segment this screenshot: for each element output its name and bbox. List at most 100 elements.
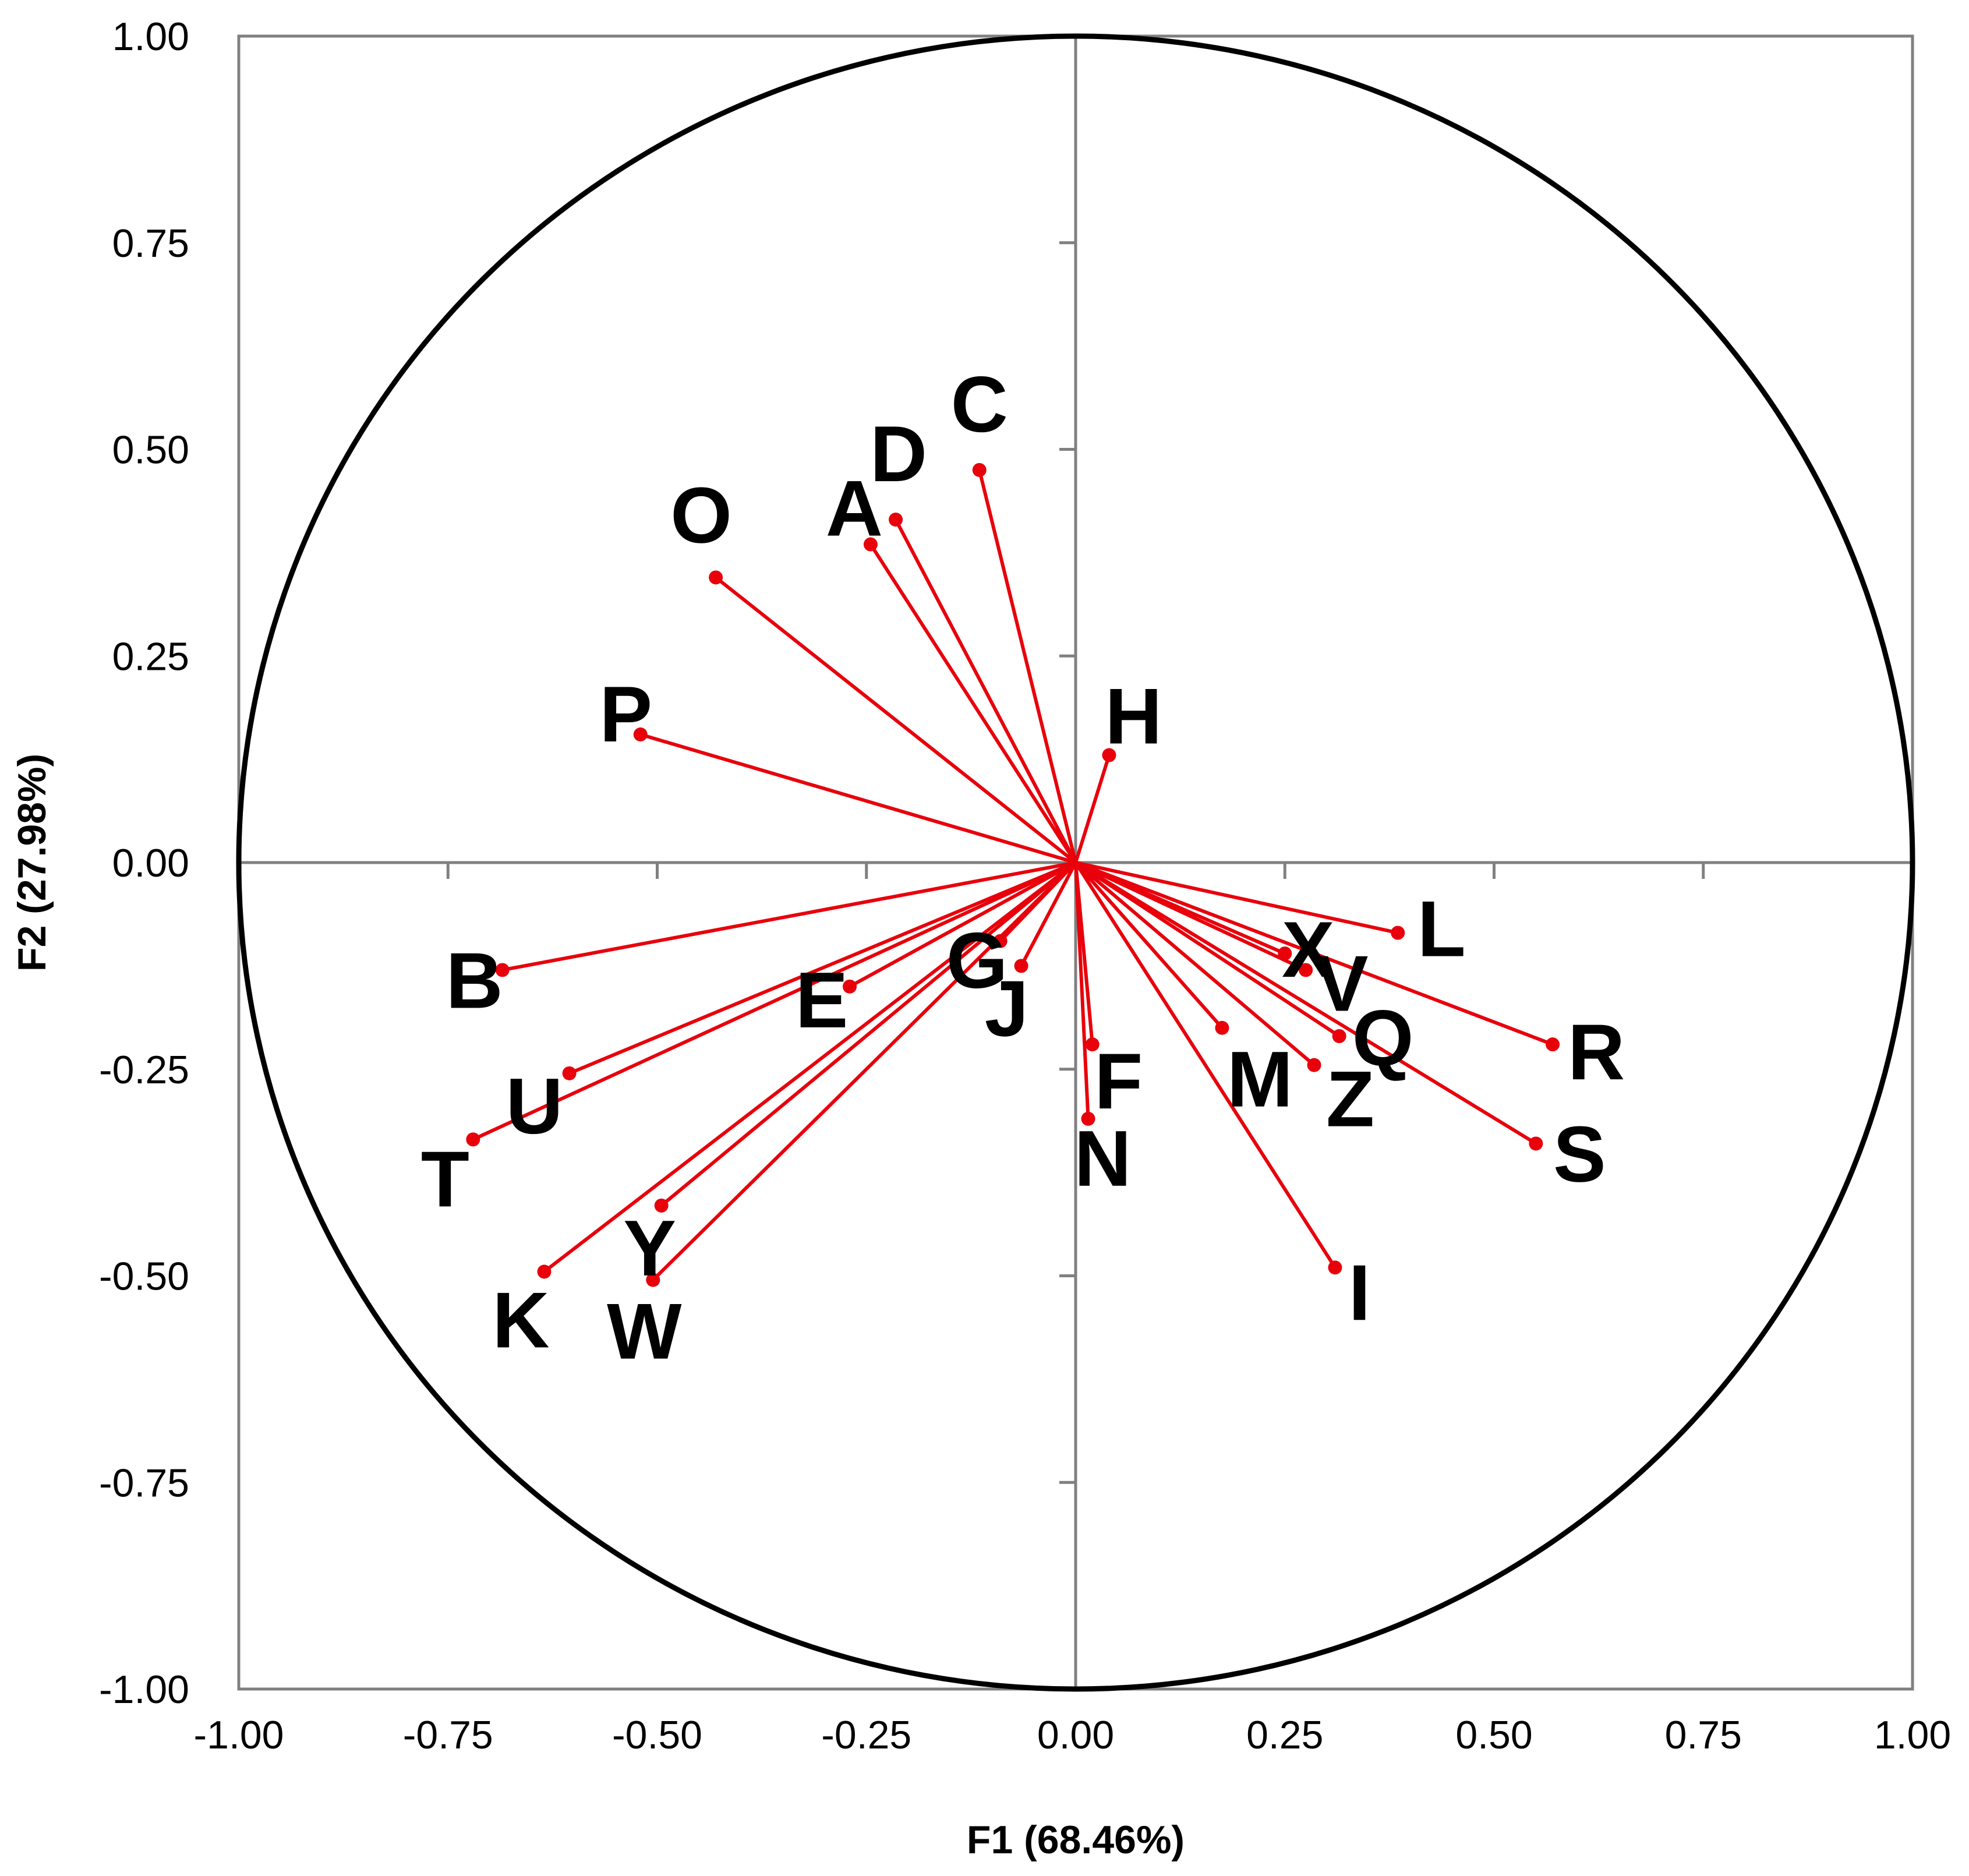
point-E [843,979,857,994]
vector-S [1074,861,1537,1146]
vector-A [869,543,1077,864]
point-B [495,963,510,977]
point-G [993,934,1008,948]
y-tick-label: -0.75 [99,1461,189,1505]
vector-N [1074,862,1090,1119]
vector-R [1074,861,1554,1046]
y-tick-label: 0.50 [112,428,189,472]
vector-E [849,861,1077,988]
point-label-A: A [826,464,883,553]
x-tick-label: 0.75 [1665,1713,1742,1757]
point-S [1529,1136,1543,1151]
y-tick-label: 0.00 [112,841,189,885]
vector-M [1074,861,1224,1029]
x-tick-label: -1.00 [194,1713,284,1757]
point-label-P: P [599,670,652,758]
point-M [1215,1020,1229,1035]
point-K [537,1264,552,1279]
y-tick-label: -0.25 [99,1048,189,1092]
point-label-T: T [421,1135,469,1223]
point-label-S: S [1553,1110,1606,1198]
point-N [1081,1111,1095,1126]
point-label-R: R [1568,1008,1625,1096]
vector-I [1074,861,1337,1269]
unit-circle [236,33,1915,1692]
point-T [466,1132,480,1147]
point-label-B: B [446,936,503,1024]
vector-Z [1074,861,1316,1066]
point-O [709,570,723,585]
vector-X [1074,861,1286,955]
x-tick-label: -0.75 [403,1713,493,1757]
y-tick-label: -0.50 [99,1255,189,1299]
y-tick-label: 0.25 [112,634,189,679]
point-V [1299,963,1313,977]
vectors [472,469,1554,1281]
vector-T [472,861,1077,1142]
point-label-I: I [1349,1248,1371,1337]
unit-circle-layer [236,33,1915,1692]
x-tick-label: 1.00 [1874,1713,1951,1757]
point-label-G: G [946,916,1008,1005]
vector-P [639,733,1076,864]
point-W [646,1273,660,1287]
point-C [972,462,987,477]
x-tick-label: -0.50 [612,1713,702,1757]
y-tick-label: 1.00 [112,15,189,59]
vector-Y [660,861,1077,1207]
point-label-H: H [1105,672,1162,761]
y-tick-label: -1.00 [99,1667,189,1712]
vector-H [1074,754,1111,863]
point-Y [654,1198,669,1213]
points [466,462,1560,1287]
point-label-C: C [951,360,1008,448]
point-label-E: E [796,956,849,1044]
point-U [562,1066,577,1080]
vector-J [1019,861,1077,967]
point-label-D: D [870,409,927,498]
point-label-X: X [1282,905,1335,994]
vector-D [894,518,1077,864]
vector-Q [1074,861,1341,1038]
point-Q [1332,1029,1346,1043]
point-A [863,537,878,552]
point-label-Q: Q [1352,994,1414,1082]
point-label-U: U [506,1062,563,1150]
point-I [1328,1260,1342,1275]
point-H [1102,748,1116,762]
point-label-Z: Z [1326,1055,1374,1143]
point-label-M: M [1227,1035,1293,1124]
y-tick-label: 0.75 [112,221,189,266]
point-Z [1307,1058,1321,1072]
point-X [1278,946,1292,961]
vector-C [977,469,1077,863]
point-P [633,727,648,742]
point-J [1014,959,1028,973]
vector-U [568,861,1077,1075]
x-tick-label: -0.25 [821,1713,911,1757]
point-label-J: J [985,964,1029,1052]
point-label-Y: Y [623,1204,676,1292]
point-R [1546,1037,1560,1052]
vector-B [502,861,1076,972]
point-L [1391,925,1405,940]
point-label-K: K [492,1276,549,1364]
point-label-L: L [1417,885,1466,973]
x-tick-label: 0.00 [1037,1713,1114,1757]
point-labels: A B CD E FG H I J K L M N O P Q RS TU V W X Y Z [421,360,1625,1376]
y-axis-title: F2 (27.98%) [10,754,54,971]
point-F [1085,1037,1100,1052]
point-label-O: O [670,471,732,559]
vector-W [652,861,1077,1281]
point-label-W: W [607,1287,682,1376]
point-label-V: V [1316,939,1369,1027]
vector-L [1075,861,1398,935]
point-D [889,513,903,527]
vector-O [715,576,1077,864]
vector-K [543,861,1077,1273]
tick-labels: -1.00 -0.75 -0.50 -0.25 0.00 0.25 0.50 0.75 1.00… [99,15,1951,1757]
x-tick-label: 0.50 [1455,1713,1532,1757]
x-tick-label: 0.25 [1246,1713,1323,1757]
point-label-F: F [1094,1037,1143,1125]
